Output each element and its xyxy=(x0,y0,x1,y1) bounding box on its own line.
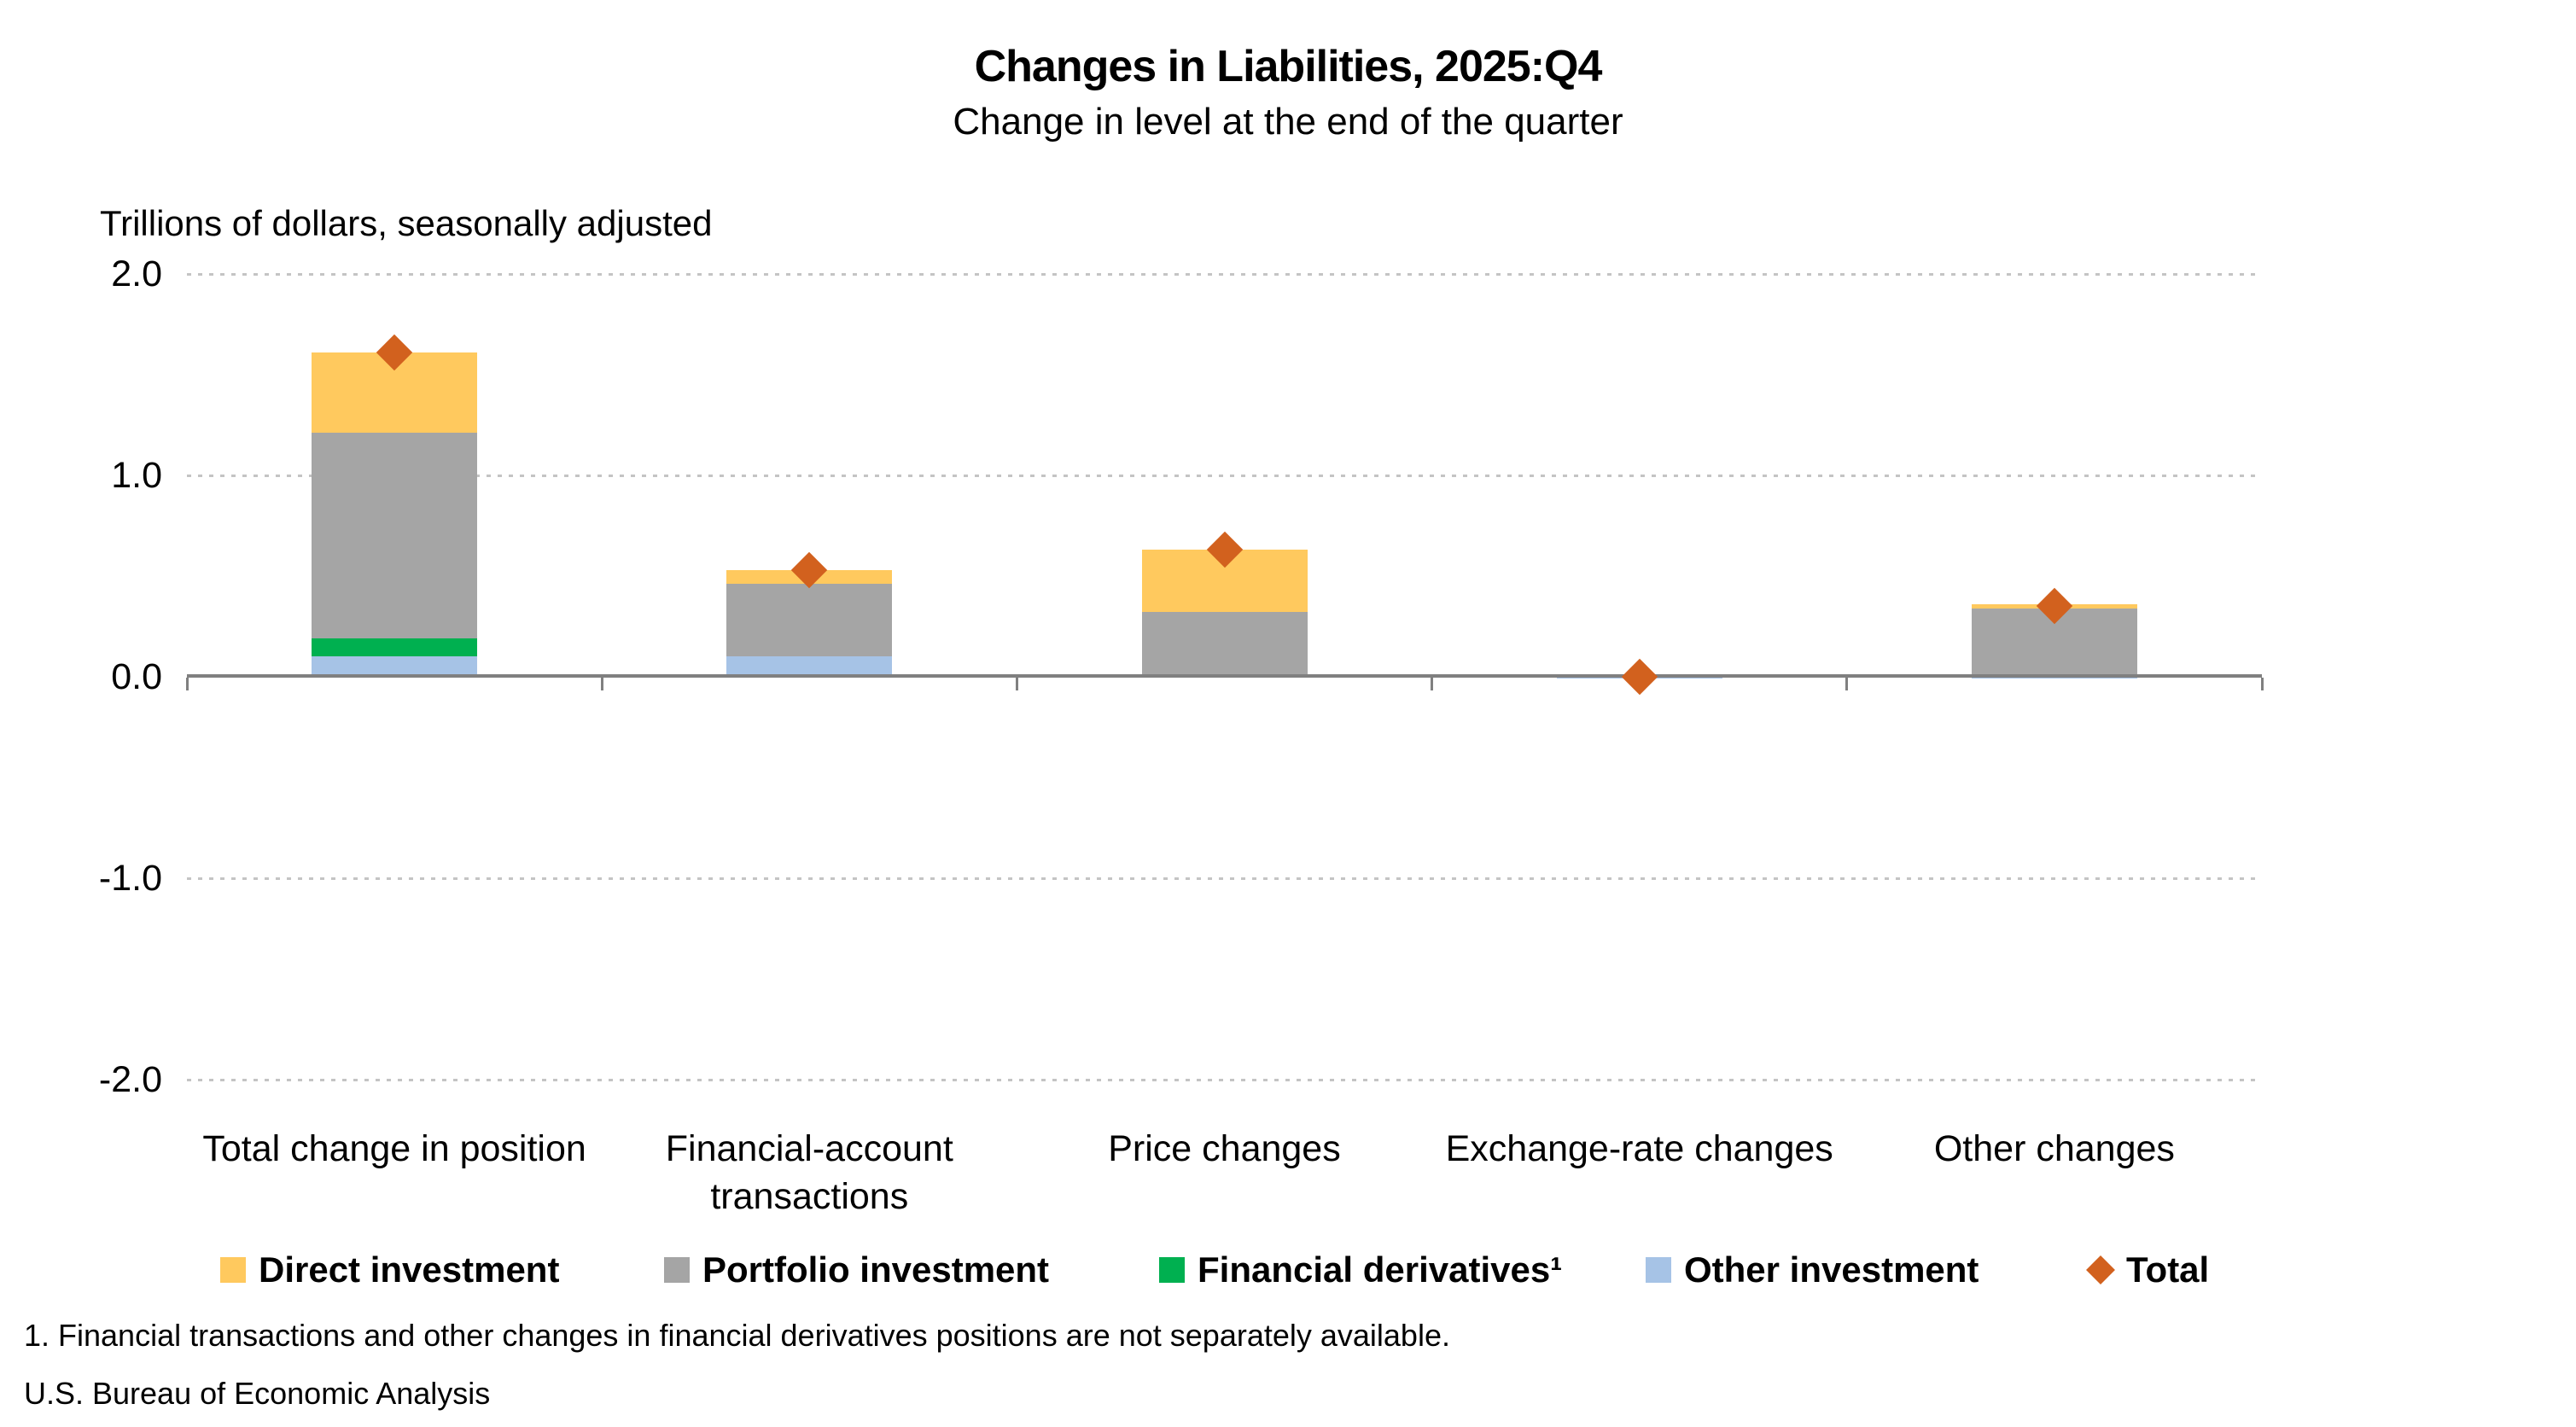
legend-label: Total xyxy=(2126,1249,2210,1290)
x-axis-line xyxy=(187,674,2262,678)
gridline xyxy=(187,877,2262,881)
legend-swatch xyxy=(664,1257,690,1283)
x-axis-tick xyxy=(185,678,189,690)
y-tick-label: 0.0 xyxy=(111,656,162,697)
y-axis-units-label: Trillions of dollars, seasonally adjuste… xyxy=(100,203,713,243)
bar-segment xyxy=(726,656,893,677)
gridline xyxy=(187,474,2262,477)
legend-swatch xyxy=(1646,1257,1671,1283)
x-axis-tick xyxy=(1845,678,1849,690)
legend-swatch xyxy=(220,1257,246,1283)
bar-segment xyxy=(312,638,478,657)
gridline xyxy=(187,272,2262,276)
legend-label: Portfolio investment xyxy=(702,1249,1050,1290)
category-label: Total change in position xyxy=(202,1128,586,1169)
legend-item: Total xyxy=(2086,1249,2210,1290)
legend-item: Portfolio investment xyxy=(664,1249,1050,1290)
total-marker xyxy=(1621,658,1658,696)
legend-item: Other investment xyxy=(1646,1249,1979,1290)
legend-diamond-marker xyxy=(2086,1255,2115,1284)
category-label: Other changes xyxy=(1933,1128,2175,1169)
chart-title: Changes in Liabilities, 2025:Q4 xyxy=(974,42,1603,91)
bar-segment xyxy=(726,584,893,657)
category-label: Price changes xyxy=(1108,1128,1341,1169)
x-axis-tick xyxy=(1431,678,1434,690)
chart-subtitle: Change in level at the end of the quarte… xyxy=(953,101,1623,143)
gridline xyxy=(187,1079,2262,1082)
y-tick-label: 1.0 xyxy=(111,454,162,496)
y-tick-label: -2.0 xyxy=(98,1059,162,1101)
category-label: Exchange-rate changes xyxy=(1445,1128,1833,1169)
legend-label: Direct investment xyxy=(259,1249,560,1290)
source-note: U.S. Bureau of Economic Analysis xyxy=(24,1376,491,1411)
bar-segment xyxy=(312,656,478,677)
legend-item: Direct investment xyxy=(220,1249,560,1290)
y-tick-label: 2.0 xyxy=(111,253,162,294)
x-axis-tick xyxy=(2260,678,2264,690)
bar-segment xyxy=(312,433,478,639)
legend-item: Financial derivatives¹ xyxy=(1159,1249,1563,1290)
legend-label: Other investment xyxy=(1684,1249,1979,1290)
x-axis-tick xyxy=(1015,678,1018,690)
legend-label: Financial derivatives¹ xyxy=(1198,1249,1563,1290)
legend-swatch xyxy=(1159,1257,1185,1283)
footnote: 1. Financial transactions and other chan… xyxy=(24,1318,1450,1353)
x-axis-tick xyxy=(600,678,603,690)
y-tick-label: -1.0 xyxy=(98,858,162,900)
bar-segment xyxy=(1971,677,2137,679)
bar-segment xyxy=(1141,612,1308,677)
category-label: Financial-account transactions xyxy=(665,1128,953,1217)
